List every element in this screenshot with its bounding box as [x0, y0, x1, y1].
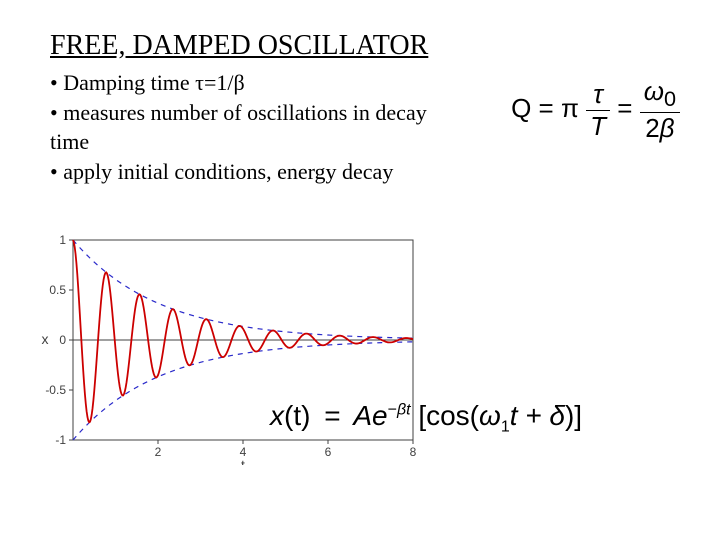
A-symbol: A: [353, 400, 372, 431]
left-bracket: [: [418, 400, 426, 431]
svg-text:0.5: 0.5: [49, 283, 66, 297]
svg-text:8: 8: [410, 445, 417, 459]
e-symbol: e: [372, 400, 388, 431]
tau-numerator: τ: [586, 79, 610, 111]
svg-text:x: x: [42, 331, 49, 347]
exponent: −βt: [388, 402, 411, 419]
xt-formula: x(t) = Ae−βt [cos(ω1t + δ)]: [270, 400, 582, 437]
t-plus-delta: t + δ: [510, 400, 565, 431]
bullet-1: • Damping time τ=1/β: [50, 68, 450, 98]
pi-symbol: π: [561, 93, 579, 123]
equals-3: =: [324, 400, 340, 431]
svg-text:-1: -1: [55, 433, 66, 447]
svg-text:t: t: [241, 457, 245, 465]
paren-t: (t): [284, 400, 310, 431]
equals-2: =: [617, 93, 632, 123]
two-beta-denominator: 2β: [640, 113, 680, 144]
omega0-over-2beta: ω0 2β: [640, 76, 680, 144]
bullet-list: • Damping time τ=1/β • measures number o…: [50, 68, 450, 187]
svg-text:1: 1: [59, 233, 66, 247]
tau-over-T: τ T: [586, 79, 610, 142]
bullet-2: • measures number of oscillations in dec…: [50, 98, 450, 157]
cos-open: cos(: [426, 400, 479, 431]
page-title: FREE, DAMPED OSCILLATOR: [50, 30, 670, 62]
q-factor-formula: Q = π τ T = ω0 2β: [511, 76, 680, 144]
x-symbol: x: [270, 400, 284, 431]
svg-text:6: 6: [325, 445, 332, 459]
svg-text:-0.5: -0.5: [45, 383, 66, 397]
svg-text:2: 2: [155, 445, 162, 459]
omega-symbol: ω: [479, 400, 501, 431]
equals-1: =: [539, 93, 554, 123]
svg-text:0: 0: [59, 333, 66, 347]
subscript-1: 1: [501, 419, 510, 436]
bullet-3: • apply initial conditions, energy decay: [50, 157, 450, 187]
right-bracket: ]: [574, 400, 582, 431]
q-symbol: Q: [511, 93, 531, 123]
omega0-numerator: ω0: [640, 76, 680, 113]
T-denominator: T: [586, 111, 610, 142]
close-paren: ): [565, 400, 574, 431]
